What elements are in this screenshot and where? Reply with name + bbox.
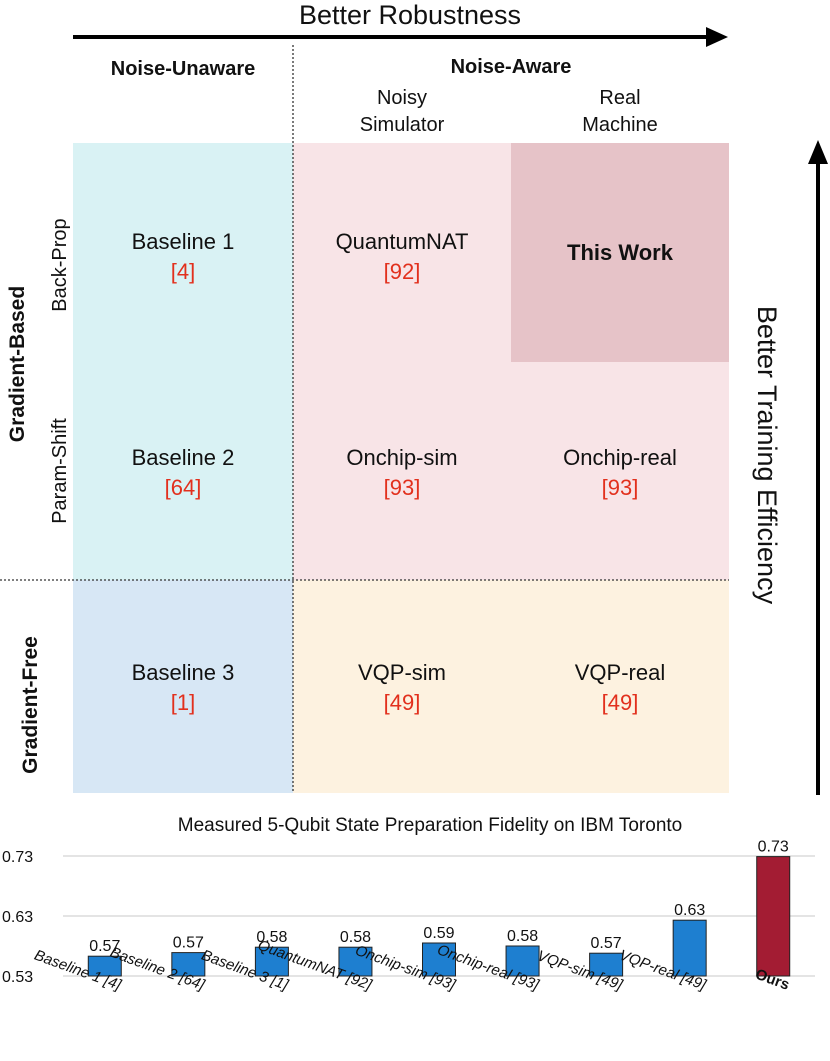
cell-cite: [1] <box>170 690 196 715</box>
bar-ours <box>756 856 791 977</box>
bar <box>338 946 373 977</box>
cell-cite: [49] <box>601 690 639 715</box>
cell-quantumnat: QuantumNAT [92] <box>293 227 511 287</box>
cell-cite: [92] <box>383 259 421 284</box>
region-unaware-gradient <box>73 143 293 580</box>
robustness-arrow <box>73 27 728 47</box>
noisy-simulator-line2: Simulator <box>359 114 445 136</box>
bar <box>87 955 122 977</box>
bar-value-label: 0.73 <box>758 840 789 856</box>
bar <box>254 946 289 977</box>
bar-value-label: 0.58 <box>507 928 538 945</box>
cell-baseline3: Baseline 3 [1] <box>73 658 293 718</box>
y-tick-label: 0.63 <box>2 909 33 926</box>
param-shift-label: Param-Shift <box>49 418 71 524</box>
real-machine-line2: Machine <box>582 114 658 136</box>
cell-cite: [93] <box>601 475 639 500</box>
cell-vqp-sim: VQP-sim [49] <box>293 658 511 718</box>
cell-name: This Work <box>567 240 673 265</box>
cell-onchip-sim: Onchip-sim [93] <box>293 443 511 503</box>
bar-value-label: 0.58 <box>256 929 287 946</box>
gradient-based-label: Gradient-Based <box>6 285 29 443</box>
cell-cite: [4] <box>170 259 196 284</box>
bar-value-label: 0.59 <box>423 925 454 942</box>
cell-name: QuantumNAT <box>335 229 469 254</box>
bar <box>589 952 624 977</box>
back-prop-label: Back-Prop <box>49 218 71 312</box>
cell-name: Onchip-real <box>563 445 677 470</box>
bar-value-label: 0.63 <box>674 902 705 919</box>
cell-cite: [64] <box>164 475 202 500</box>
cell-name: VQP-real <box>574 660 666 685</box>
efficiency-label: Better Training Efficiency <box>752 305 782 605</box>
noisy-simulator-header: Noisy Simulator <box>293 85 511 139</box>
cell-baseline2: Baseline 2 [64] <box>73 443 293 503</box>
cell-name: Baseline 2 <box>131 445 235 470</box>
efficiency-arrow <box>808 140 828 795</box>
real-machine-header: Real Machine <box>511 85 729 139</box>
gradient-free-label: Gradient-Free <box>19 636 42 774</box>
noisy-simulator-line1: Noisy <box>376 87 427 109</box>
cell-cite: [93] <box>383 475 421 500</box>
bar-value-label: 0.58 <box>340 929 371 946</box>
bar-value-label: 0.57 <box>591 935 622 952</box>
bar-value-label: 0.57 <box>89 938 120 955</box>
bar <box>422 942 456 977</box>
y-tick-label: 0.73 <box>2 849 33 866</box>
cell-baseline1: Baseline 1 [4] <box>73 227 293 287</box>
region-this-work <box>511 143 729 362</box>
cell-vqp-real: VQP-real [49] <box>511 658 729 718</box>
noise-aware-header: Noise-Aware <box>450 56 572 78</box>
dotted-dividers <box>0 45 729 793</box>
chart-title: Measured 5-Qubit State Preparation Fidel… <box>177 815 683 836</box>
cell-cite: [49] <box>383 690 421 715</box>
cell-name: Baseline 3 <box>131 660 235 685</box>
cell-this-work: This Work <box>511 238 729 268</box>
bar <box>505 945 540 977</box>
cell-onchip-real: Onchip-real [93] <box>511 443 729 503</box>
bar <box>672 919 707 977</box>
region-aware-free <box>293 580 729 793</box>
cell-name: Baseline 1 <box>131 229 235 254</box>
bar-value-label: 0.57 <box>173 935 204 952</box>
bar <box>171 952 206 977</box>
cell-name: VQP-sim <box>358 660 446 685</box>
robustness-label: Better Robustness <box>298 0 522 30</box>
y-tick-label: 0.53 <box>2 969 33 986</box>
cell-name: Onchip-sim <box>346 445 458 470</box>
noise-unaware-header: Noise-Unaware <box>110 58 256 80</box>
region-unaware-free <box>73 580 293 793</box>
real-machine-line1: Real <box>599 87 641 109</box>
